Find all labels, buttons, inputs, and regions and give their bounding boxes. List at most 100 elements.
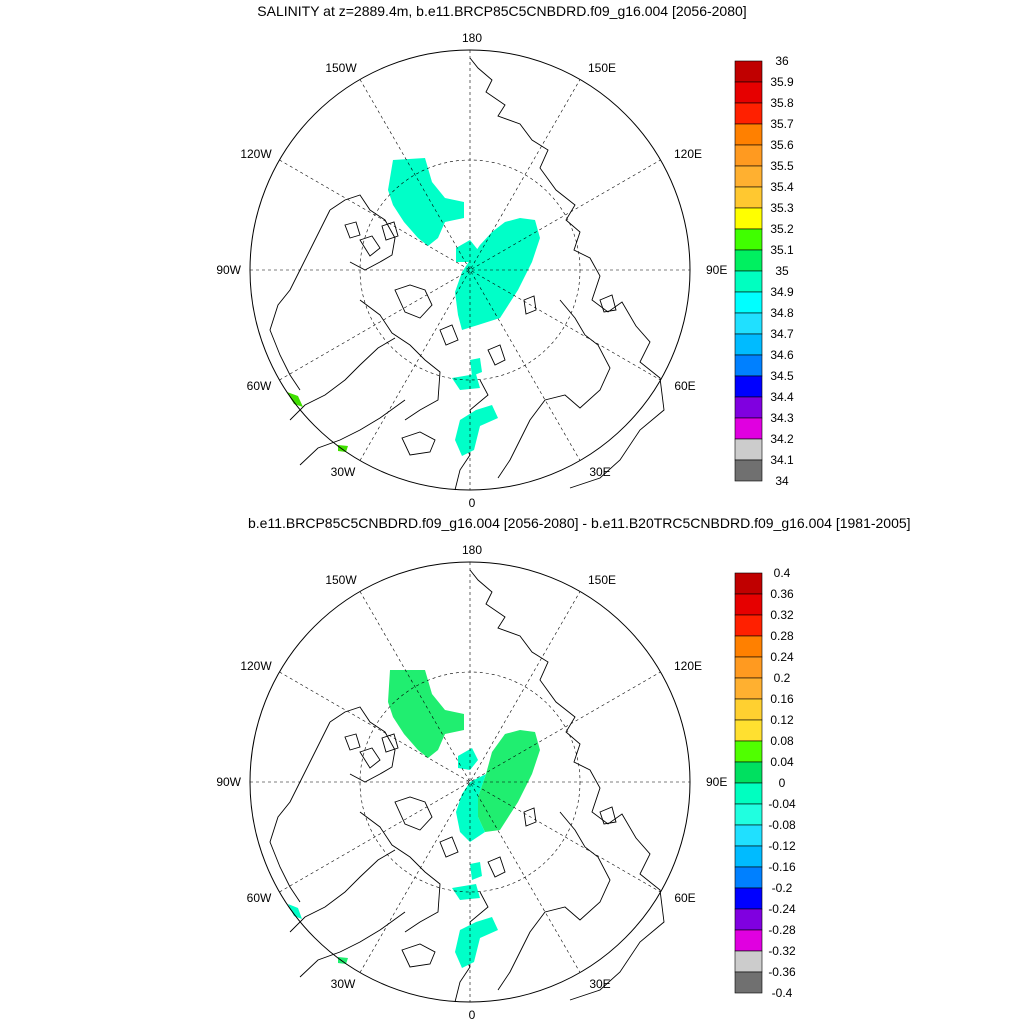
- colorbar-swatch: [734, 698, 763, 721]
- colorbar-label: 35: [775, 264, 789, 278]
- colorbar-swatch: [734, 824, 763, 847]
- colorbar-label: 0.28: [770, 629, 794, 643]
- lon-label-90e: 90E: [706, 263, 727, 277]
- colorbar-swatch: [734, 123, 763, 146]
- colorbar-swatch: [734, 761, 763, 784]
- colorbar-swatch: [734, 249, 763, 272]
- lon-label-120e: 120E: [674, 147, 702, 161]
- colorbar-label: -0.16: [768, 860, 796, 874]
- colorbar-label: 35.7: [770, 117, 794, 131]
- colorbar-swatch: [734, 572, 763, 595]
- colorbar-swatch: [734, 186, 763, 209]
- colorbar-swatch: [734, 438, 763, 461]
- colorbar-swatch: [734, 614, 763, 637]
- colorbar-label: 35.9: [770, 75, 794, 89]
- lon-label-90w: 90W: [216, 775, 241, 789]
- map-boundary-circle: [249, 561, 691, 1003]
- colorbar-label: 0.36: [770, 587, 794, 601]
- colorbar-swatch: [734, 908, 763, 931]
- lon-label-60w: 60W: [247, 891, 272, 905]
- lon-label-30w: 30W: [331, 977, 356, 991]
- lon-label-90e: 90E: [706, 775, 727, 789]
- lon-label-90w: 90W: [216, 263, 241, 277]
- graticule: [250, 50, 690, 490]
- colorbar-salinity: 36 35.9 35.8 35.7 35.6 35.5 35.4 35.3 35.2 35.1 35…: [734, 54, 794, 488]
- continent-outlines: [269, 57, 665, 491]
- lon-label-150w: 150W: [325, 61, 357, 75]
- colorbar-label: 34.4: [770, 390, 794, 404]
- longitude-labels: 180 0 90W 90E 150W 120W 150E 120E 60W 30…: [216, 31, 727, 510]
- colorbar-label: 35.4: [770, 180, 794, 194]
- map-boundary-circle: [249, 49, 691, 491]
- colorbar-label: 34.6: [770, 348, 794, 362]
- colorbar-swatch: [734, 866, 763, 889]
- colorbar-label: 34.5: [770, 369, 794, 383]
- lon-label-120e: 120E: [674, 659, 702, 673]
- lon-label-60e: 60E: [674, 379, 695, 393]
- colorbar-label: -0.12: [768, 839, 796, 853]
- lon-label-60w: 60W: [247, 379, 272, 393]
- colorbar-label: 0.32: [770, 608, 794, 622]
- longitude-labels: 180 0 90W 90E 150W 120W 150E 120E 60W 30…: [216, 543, 727, 1022]
- colorbar-swatch: [734, 803, 763, 826]
- colorbar-swatch: [734, 207, 763, 230]
- colorbar-swatch: [734, 950, 763, 973]
- colorbar-swatch: [734, 459, 763, 482]
- colorbar-label: 0.2: [774, 671, 791, 685]
- colorbar-label: 0.08: [770, 734, 794, 748]
- colorbar-label: -0.24: [768, 902, 796, 916]
- polar-map-difference: 180 0 90W 90E 150W 120W 150E 120E 60W 30…: [216, 543, 796, 1022]
- lon-label-0: 0: [469, 1008, 476, 1022]
- lon-label-120w: 120W: [240, 147, 272, 161]
- lon-label-0: 0: [469, 496, 476, 510]
- panel1-title: SALINITY at z=2889.4m, b.e11.BRCP85C5CNB…: [257, 3, 747, 19]
- colorbar-label: -0.4: [772, 986, 793, 1000]
- lon-label-30e: 30E: [589, 977, 610, 991]
- colorbar-swatch: [734, 656, 763, 679]
- colorbar-label: 35.6: [770, 138, 794, 152]
- colorbar-label: 0.4: [774, 566, 791, 580]
- colorbar-label: 0.04: [770, 755, 794, 769]
- lon-label-180: 180: [462, 543, 482, 557]
- colorbar-swatch: [734, 929, 763, 952]
- panel2-title: b.e11.BRCP85C5CNBDRD.f09_g16.004 [2056-2…: [248, 515, 911, 531]
- colorbar-difference: 0.4 0.36 0.32 0.28 0.24 0.2 0.16 0.12 0.08 0.04 0 -…: [734, 566, 796, 1000]
- colorbar-label: 0.16: [770, 692, 794, 706]
- colorbar-swatch: [734, 333, 763, 356]
- colorbar-label: 34.9: [770, 285, 794, 299]
- colorbar-label: 35.2: [770, 222, 794, 236]
- salinity-shading: [287, 158, 540, 456]
- lon-label-180: 180: [462, 31, 482, 45]
- colorbar-label: 35.3: [770, 201, 794, 215]
- colorbar-label: 0.12: [770, 713, 794, 727]
- colorbar-swatch: [734, 144, 763, 167]
- lon-label-150e: 150E: [588, 573, 616, 587]
- graticule: [250, 562, 690, 1002]
- colorbar-swatch: [734, 270, 763, 293]
- colorbar-label: 34: [775, 474, 789, 488]
- difference-shading: [288, 670, 540, 968]
- colorbar-label: 34.2: [770, 432, 794, 446]
- colorbar-swatch: [734, 228, 763, 251]
- colorbar-swatch: [734, 81, 763, 104]
- colorbar-swatch: [734, 417, 763, 440]
- lon-label-150e: 150E: [588, 61, 616, 75]
- colorbar-label: 34.8: [770, 306, 794, 320]
- colorbar-swatch: [734, 396, 763, 419]
- colorbar-swatch: [734, 312, 763, 335]
- colorbar-label: 34.1: [770, 453, 794, 467]
- colorbar-label: -0.04: [768, 797, 796, 811]
- colorbar-swatch: [734, 375, 763, 398]
- colorbar-label: 35.8: [770, 96, 794, 110]
- colorbar-label: -0.36: [768, 965, 796, 979]
- colorbar-swatch: [734, 740, 763, 763]
- colorbar-label: 36: [775, 54, 789, 68]
- colorbar-label: 35.5: [770, 159, 794, 173]
- colorbar-label: 0: [779, 776, 786, 790]
- polar-map-salinity: 180 0 90W 90E 150W 120W 150E 120E 60W 30…: [216, 31, 794, 510]
- lon-label-150w: 150W: [325, 573, 357, 587]
- colorbar-swatch: [734, 782, 763, 805]
- lon-label-30w: 30W: [331, 465, 356, 479]
- colorbar-swatch: [734, 60, 763, 83]
- colorbar-swatch: [734, 635, 763, 658]
